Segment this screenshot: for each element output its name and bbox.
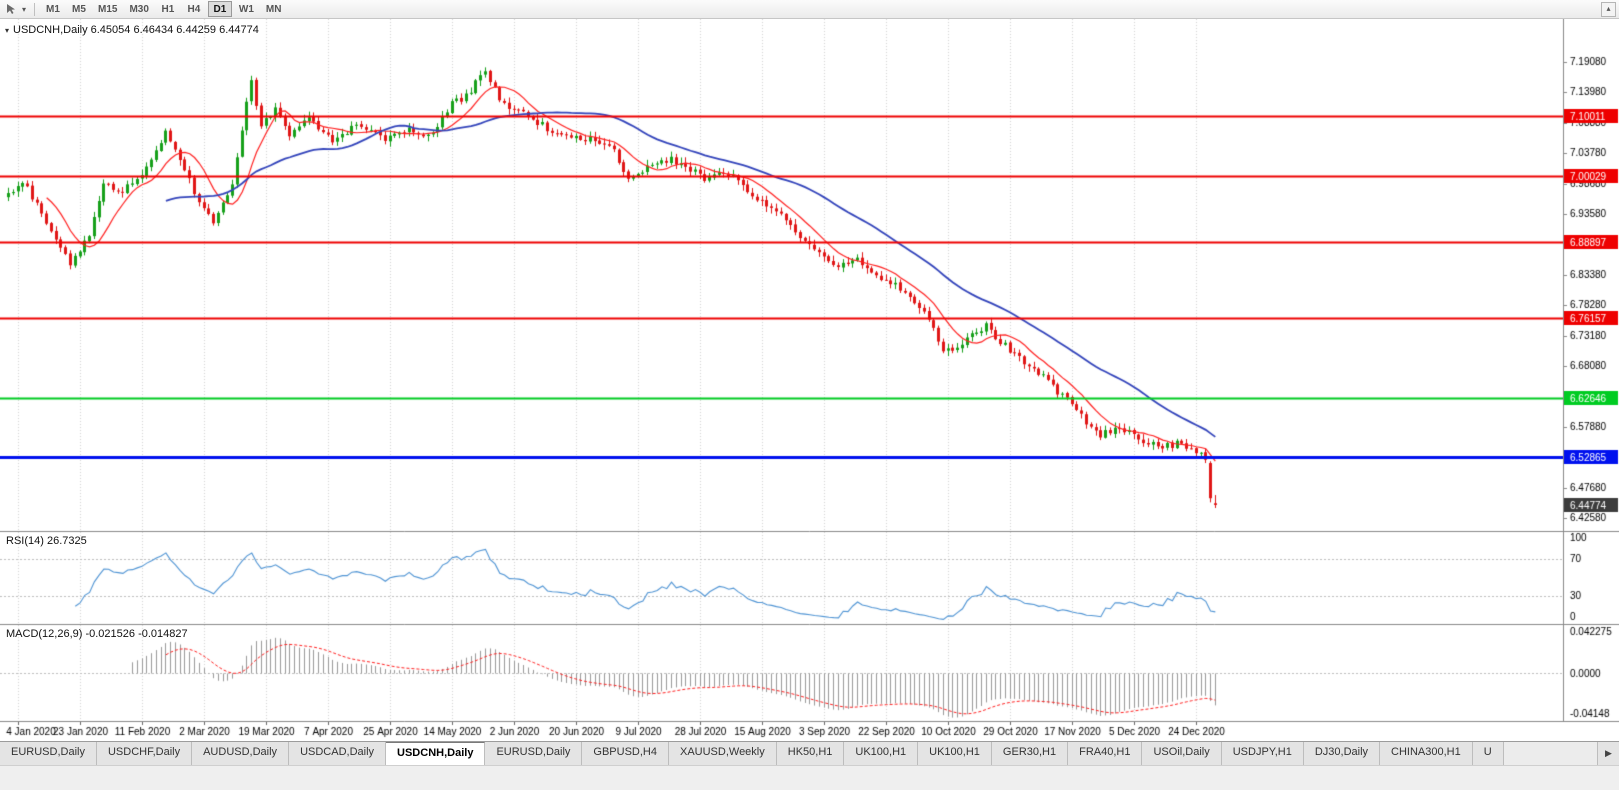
tabs-scroll-right-button[interactable]: ▶ bbox=[1597, 742, 1619, 765]
tab-gbpusd-h4[interactable]: GBPUSD,H4 bbox=[582, 742, 669, 765]
tab-eurusd-daily[interactable]: EURUSD,Daily bbox=[485, 742, 583, 765]
tab-usdcad-daily[interactable]: USDCAD,Daily bbox=[289, 742, 387, 765]
chart-tabs-bar: EURUSD,Daily USDCHF,Daily AUDUSD,Daily USDC… bbox=[0, 741, 1619, 765]
toolbar-separator bbox=[34, 2, 35, 16]
tab-fra40-h1[interactable]: FRA40,H1 bbox=[1068, 742, 1143, 765]
chevron-down-icon[interactable]: ▾ bbox=[21, 4, 26, 14]
scroll-up-button[interactable]: ▴ bbox=[1601, 1, 1616, 17]
tab-dj30-daily[interactable]: DJ30,Daily bbox=[1303, 742, 1381, 765]
one-click-trading-triangle-icon[interactable]: ▾ bbox=[5, 26, 10, 35]
tab-uk100-h1[interactable]: UK100,H1 bbox=[844, 742, 919, 765]
tab-usoil-daily[interactable]: USOil,Daily bbox=[1142, 742, 1222, 765]
tab-uk100-h1[interactable]: UK100,H1 bbox=[918, 742, 992, 765]
chart-tabs: EURUSD,Daily USDCHF,Daily AUDUSD,Daily USDC… bbox=[0, 742, 1504, 765]
timeframe-button-m15[interactable]: M15 bbox=[93, 1, 122, 17]
timeframe-button-h1[interactable]: H1 bbox=[156, 1, 180, 17]
timeframe-button-mn[interactable]: MN bbox=[261, 1, 287, 17]
tab-eurusd-daily[interactable]: EURUSD,Daily bbox=[0, 742, 97, 765]
tab-audusd-daily[interactable]: AUDUSD,Daily bbox=[192, 742, 290, 765]
timeframe-button-m1[interactable]: M1 bbox=[41, 1, 65, 17]
tab-usdjpy-h1[interactable]: USDJPY,H1 bbox=[1221, 742, 1304, 765]
tab-usdchf-daily[interactable]: USDCHF,Daily bbox=[96, 742, 193, 765]
tab-ger30-h1[interactable]: GER30,H1 bbox=[991, 742, 1069, 765]
timeframe-button-w1[interactable]: W1 bbox=[234, 1, 259, 17]
status-bar bbox=[0, 765, 1619, 790]
tab-china300-h1[interactable]: CHINA300,H1 bbox=[1380, 742, 1473, 765]
tab-usdcnh-daily[interactable]: USDCNH,Daily bbox=[386, 742, 486, 765]
timeframe-button-d1[interactable]: D1 bbox=[207, 1, 232, 17]
chart-window: ▾ USDCNH,Daily 6.45054 6.46434 6.44259 6.… bbox=[0, 19, 1619, 741]
timeframe-button-m30[interactable]: M30 bbox=[124, 1, 153, 17]
timeframe-button-h4[interactable]: H4 bbox=[182, 1, 206, 17]
timeframe-button-m5[interactable]: M5 bbox=[67, 1, 91, 17]
price-chart-canvas[interactable] bbox=[0, 19, 1619, 741]
chart-pointer-icon[interactable] bbox=[3, 2, 19, 17]
timeframe-buttons-group: M1 M5 M15 M30 H1 H4 D1 W1 MN bbox=[40, 1, 287, 17]
timeframe-toolbar: ▾ M1 M5 M15 M30 H1 H4 D1 W1 MN ▴ bbox=[0, 0, 1619, 19]
tab-xauusd-weekly[interactable]: XAUUSD,Weekly bbox=[668, 742, 777, 765]
tab-u[interactable]: U bbox=[1472, 742, 1504, 765]
tab-hk50-h1[interactable]: HK50,H1 bbox=[776, 742, 845, 765]
